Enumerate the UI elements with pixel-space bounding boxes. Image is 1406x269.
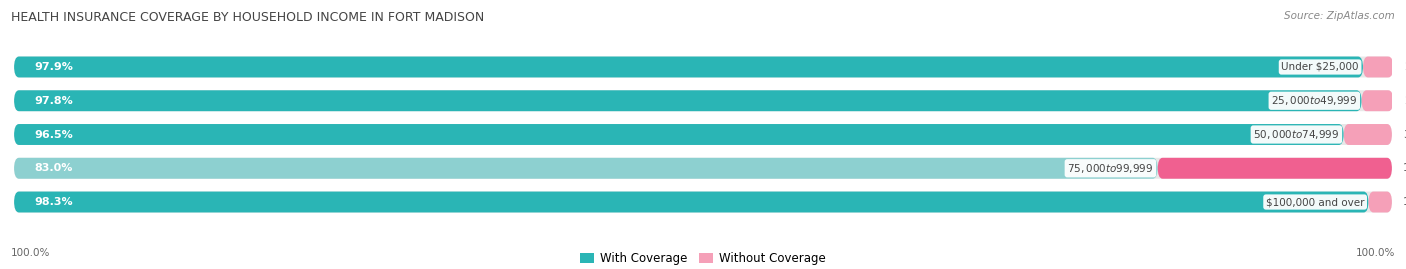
Text: $25,000 to $49,999: $25,000 to $49,999 (1271, 94, 1358, 107)
FancyBboxPatch shape (1362, 56, 1393, 77)
Text: $75,000 to $99,999: $75,000 to $99,999 (1067, 162, 1153, 175)
Text: 17.0%: 17.0% (1403, 163, 1406, 173)
Text: 98.3%: 98.3% (35, 197, 73, 207)
FancyBboxPatch shape (14, 192, 1392, 213)
FancyBboxPatch shape (14, 124, 1392, 145)
FancyBboxPatch shape (14, 56, 1392, 77)
FancyBboxPatch shape (14, 90, 1361, 111)
Text: 100.0%: 100.0% (1355, 248, 1395, 258)
Text: 1.7%: 1.7% (1403, 197, 1406, 207)
FancyBboxPatch shape (1157, 158, 1392, 179)
Text: 100.0%: 100.0% (11, 248, 51, 258)
FancyBboxPatch shape (1344, 124, 1392, 145)
Text: 2.2%: 2.2% (1405, 62, 1406, 72)
Text: 96.5%: 96.5% (35, 129, 73, 140)
Text: 97.9%: 97.9% (35, 62, 73, 72)
Text: $100,000 and over: $100,000 and over (1265, 197, 1364, 207)
FancyBboxPatch shape (14, 124, 1344, 145)
Text: Under $25,000: Under $25,000 (1281, 62, 1358, 72)
Text: 3.5%: 3.5% (1403, 129, 1406, 140)
Text: $50,000 to $74,999: $50,000 to $74,999 (1253, 128, 1340, 141)
Text: 2.3%: 2.3% (1405, 96, 1406, 106)
FancyBboxPatch shape (1368, 192, 1392, 213)
Legend: With Coverage, Without Coverage: With Coverage, Without Coverage (575, 247, 831, 269)
FancyBboxPatch shape (14, 90, 1392, 111)
Text: 97.8%: 97.8% (35, 96, 73, 106)
Text: HEALTH INSURANCE COVERAGE BY HOUSEHOLD INCOME IN FORT MADISON: HEALTH INSURANCE COVERAGE BY HOUSEHOLD I… (11, 11, 485, 24)
Text: 83.0%: 83.0% (35, 163, 73, 173)
FancyBboxPatch shape (14, 158, 1157, 179)
FancyBboxPatch shape (1361, 90, 1393, 111)
FancyBboxPatch shape (14, 192, 1368, 213)
Text: Source: ZipAtlas.com: Source: ZipAtlas.com (1284, 11, 1395, 21)
FancyBboxPatch shape (14, 56, 1362, 77)
FancyBboxPatch shape (14, 158, 1392, 179)
